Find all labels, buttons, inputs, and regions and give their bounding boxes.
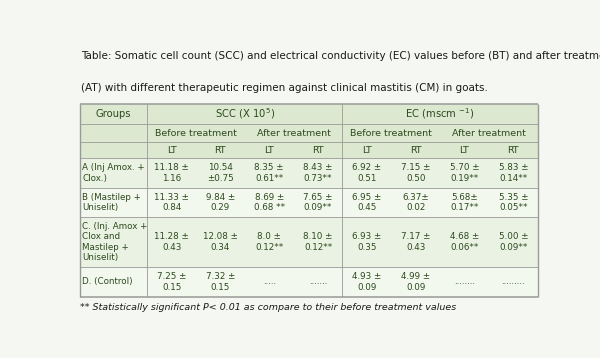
Text: 5.70 ±
0.19**: 5.70 ± 0.19**	[450, 163, 479, 183]
Text: 8.43 ±
0.73**: 8.43 ± 0.73**	[304, 163, 333, 183]
Text: After treatment: After treatment	[452, 129, 526, 137]
Text: ** Statistically significant P< 0.01 as compare to their before treatment values: ** Statistically significant P< 0.01 as …	[80, 304, 456, 313]
Text: 11.28 ±
0.43: 11.28 ± 0.43	[154, 232, 189, 252]
Bar	[80, 124, 538, 142]
Text: 5.35 ±
0.05**: 5.35 ± 0.05**	[499, 193, 528, 212]
Bar	[80, 267, 538, 296]
Text: 4.68 ±
0.06**: 4.68 ± 0.06**	[450, 232, 479, 252]
Text: 5.68±
0.17**: 5.68± 0.17**	[450, 193, 479, 212]
Text: 6.92 ±
0.51: 6.92 ± 0.51	[352, 163, 382, 183]
Text: 10.54
±0.75: 10.54 ±0.75	[207, 163, 234, 183]
Text: Groups: Groups	[95, 109, 131, 119]
Text: 7.25 ±
0.15: 7.25 ± 0.15	[157, 272, 186, 291]
Text: 8.35 ±
0.61**: 8.35 ± 0.61**	[254, 163, 284, 183]
Text: 7.65 ±
0.09**: 7.65 ± 0.09**	[304, 193, 333, 212]
Text: 5.83 ±
0.14**: 5.83 ± 0.14**	[499, 163, 528, 183]
Text: 5.00 ±
0.09**: 5.00 ± 0.09**	[499, 232, 528, 252]
Text: Before treatment: Before treatment	[350, 129, 432, 137]
Text: LT: LT	[265, 146, 274, 155]
Text: 6.95 ±
0.45: 6.95 ± 0.45	[352, 193, 382, 212]
Text: .........: .........	[502, 277, 525, 286]
Text: A (Inj Amox. +
Clox.): A (Inj Amox. + Clox.)	[82, 163, 145, 183]
Text: 12.08 ±
0.34: 12.08 ± 0.34	[203, 232, 238, 252]
Text: .......: .......	[309, 277, 327, 286]
Text: LT: LT	[460, 146, 469, 155]
Text: 7.15 ±
0.50: 7.15 ± 0.50	[401, 163, 430, 183]
Text: D. (Control): D. (Control)	[82, 277, 133, 286]
Bar	[80, 188, 538, 217]
Text: LT: LT	[362, 146, 372, 155]
Text: Before treatment: Before treatment	[155, 129, 237, 137]
Text: RT: RT	[312, 146, 324, 155]
Bar	[80, 103, 538, 124]
Text: 8.10 ±
0.12**: 8.10 ± 0.12**	[304, 232, 333, 252]
Text: RT: RT	[508, 146, 519, 155]
Text: SCC (X 10$^{5}$): SCC (X 10$^{5}$)	[215, 106, 275, 121]
Bar	[80, 217, 538, 267]
Text: 8.0 ±
0.12**: 8.0 ± 0.12**	[255, 232, 283, 252]
Text: 6.37±
0.02: 6.37± 0.02	[403, 193, 429, 212]
Text: RT: RT	[410, 146, 421, 155]
Text: (AT) with different therapeutic regimen against clinical mastitis (CM) in goats.: (AT) with different therapeutic regimen …	[80, 83, 487, 93]
Text: .....: .....	[263, 277, 276, 286]
Text: EC (mscm $^{-1}$): EC (mscm $^{-1}$)	[405, 106, 475, 121]
Text: 4.93 ±
0.09: 4.93 ± 0.09	[352, 272, 382, 291]
Text: Table: Somatic cell count (SCC) and electrical conductivity (EC) values before (: Table: Somatic cell count (SCC) and elec…	[80, 51, 600, 61]
Text: 11.33 ±
0.84: 11.33 ± 0.84	[154, 193, 189, 212]
Bar	[80, 142, 538, 158]
Text: 7.32 ±
0.15: 7.32 ± 0.15	[206, 272, 235, 291]
Text: LT: LT	[167, 146, 176, 155]
Text: 4.99 ±
0.09: 4.99 ± 0.09	[401, 272, 430, 291]
Text: 9.84 ±
0.29: 9.84 ± 0.29	[206, 193, 235, 212]
Text: RT: RT	[215, 146, 226, 155]
Text: B (Mastilep +
Uniselit): B (Mastilep + Uniselit)	[82, 193, 142, 212]
Text: ........: ........	[454, 277, 475, 286]
Text: 11.18 ±
1.16: 11.18 ± 1.16	[154, 163, 189, 183]
Text: 6.93 ±
0.35: 6.93 ± 0.35	[352, 232, 382, 252]
Text: 8.69 ±
0.68 **: 8.69 ± 0.68 **	[254, 193, 285, 212]
Bar	[80, 158, 538, 188]
Text: After treatment: After treatment	[257, 129, 331, 137]
Text: 7.17 ±
0.43: 7.17 ± 0.43	[401, 232, 430, 252]
Text: C. (Inj. Amox +
Clox and
Mastilep +
Uniselit): C. (Inj. Amox + Clox and Mastilep + Unis…	[82, 222, 148, 262]
